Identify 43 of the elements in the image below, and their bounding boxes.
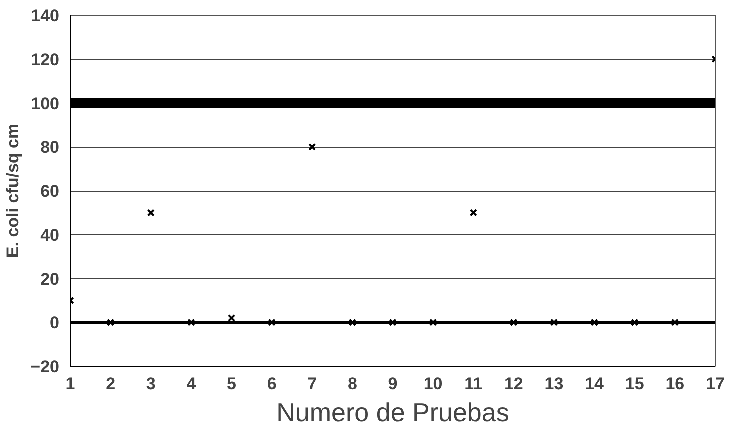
point — [348, 318, 357, 326]
point — [106, 318, 115, 326]
x-axis-title: Numero de Pruebas — [276, 398, 510, 428]
y-tick-label: 20 — [40, 270, 60, 289]
y-tick-label: 120 — [31, 50, 60, 70]
x-tick-label: 16 — [666, 374, 685, 394]
x-tick-label: 2 — [106, 374, 116, 394]
x-tick-label: 8 — [348, 374, 358, 394]
x-tick-label: 17 — [706, 374, 725, 394]
y-tick-label: 40 — [40, 226, 60, 245]
y-tick-label: 80 — [40, 138, 60, 158]
point — [550, 318, 558, 326]
point — [268, 318, 276, 326]
point — [510, 318, 518, 326]
x-tick-label: 3 — [146, 374, 156, 394]
point — [590, 318, 598, 326]
y-tick-label: 140 — [31, 6, 60, 26]
point — [671, 318, 680, 326]
x-tick-label: 12 — [504, 374, 524, 394]
point — [308, 143, 316, 151]
x-tick-label: 13 — [544, 374, 564, 394]
x-tick-label: 1 — [66, 374, 76, 394]
x-tick-label: 9 — [388, 374, 398, 394]
point — [389, 318, 397, 326]
x-tick-label: 4 — [186, 374, 197, 394]
point — [147, 209, 155, 217]
x-tick-label: 15 — [625, 374, 644, 394]
y-tick-label: −20 — [30, 358, 60, 376]
x-tick-label: 5 — [227, 374, 236, 394]
point — [631, 318, 639, 326]
x-tick-label: 10 — [424, 374, 443, 394]
x-tick-label: 14 — [585, 374, 605, 394]
point — [429, 318, 438, 326]
y-tick-label: 100 — [31, 94, 60, 114]
x-tick-label: 11 — [464, 374, 483, 394]
point — [228, 314, 236, 322]
y-tick-label: 60 — [40, 182, 60, 201]
point — [470, 209, 478, 217]
y-axis-title: E. coli cfu/sq cm — [4, 124, 23, 258]
y-tick-label: 0 — [50, 314, 60, 333]
x-tick-label: 7 — [308, 374, 318, 394]
point — [188, 318, 196, 326]
x-tick-label: 6 — [267, 374, 277, 394]
